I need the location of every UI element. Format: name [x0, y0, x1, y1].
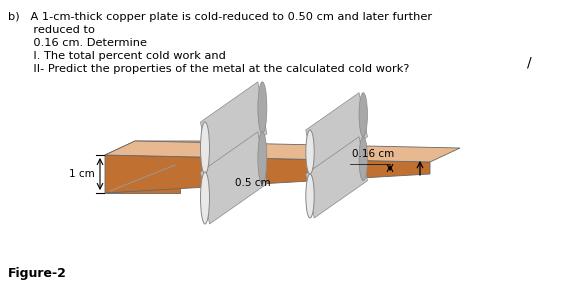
Ellipse shape — [258, 82, 267, 134]
Polygon shape — [200, 82, 267, 174]
Ellipse shape — [306, 174, 314, 218]
Text: I. The total percent cold work and: I. The total percent cold work and — [8, 51, 226, 61]
Polygon shape — [105, 155, 180, 193]
Polygon shape — [105, 155, 430, 193]
Polygon shape — [306, 93, 367, 174]
Text: 0.5 cm: 0.5 cm — [235, 178, 271, 188]
Ellipse shape — [200, 172, 210, 224]
Ellipse shape — [359, 137, 367, 181]
Ellipse shape — [200, 122, 210, 174]
Polygon shape — [105, 141, 210, 155]
Ellipse shape — [306, 130, 314, 174]
Text: 0.16 cm. Determine: 0.16 cm. Determine — [8, 38, 147, 48]
Text: b)   A 1-cm-thick copper plate is cold-reduced to 0.50 cm and later further: b) A 1-cm-thick copper plate is cold-red… — [8, 12, 432, 22]
Text: 1 cm: 1 cm — [69, 169, 95, 179]
Text: /: / — [527, 56, 532, 70]
Polygon shape — [105, 141, 460, 162]
Text: 0.16 cm: 0.16 cm — [352, 149, 394, 159]
Ellipse shape — [359, 93, 367, 137]
Text: Figure-2: Figure-2 — [8, 267, 67, 280]
Text: II- Predict the properties of the metal at the calculated cold work?: II- Predict the properties of the metal … — [8, 64, 410, 74]
Text: reduced to: reduced to — [8, 25, 95, 35]
Polygon shape — [200, 132, 267, 224]
Ellipse shape — [258, 132, 267, 184]
Polygon shape — [306, 137, 367, 218]
